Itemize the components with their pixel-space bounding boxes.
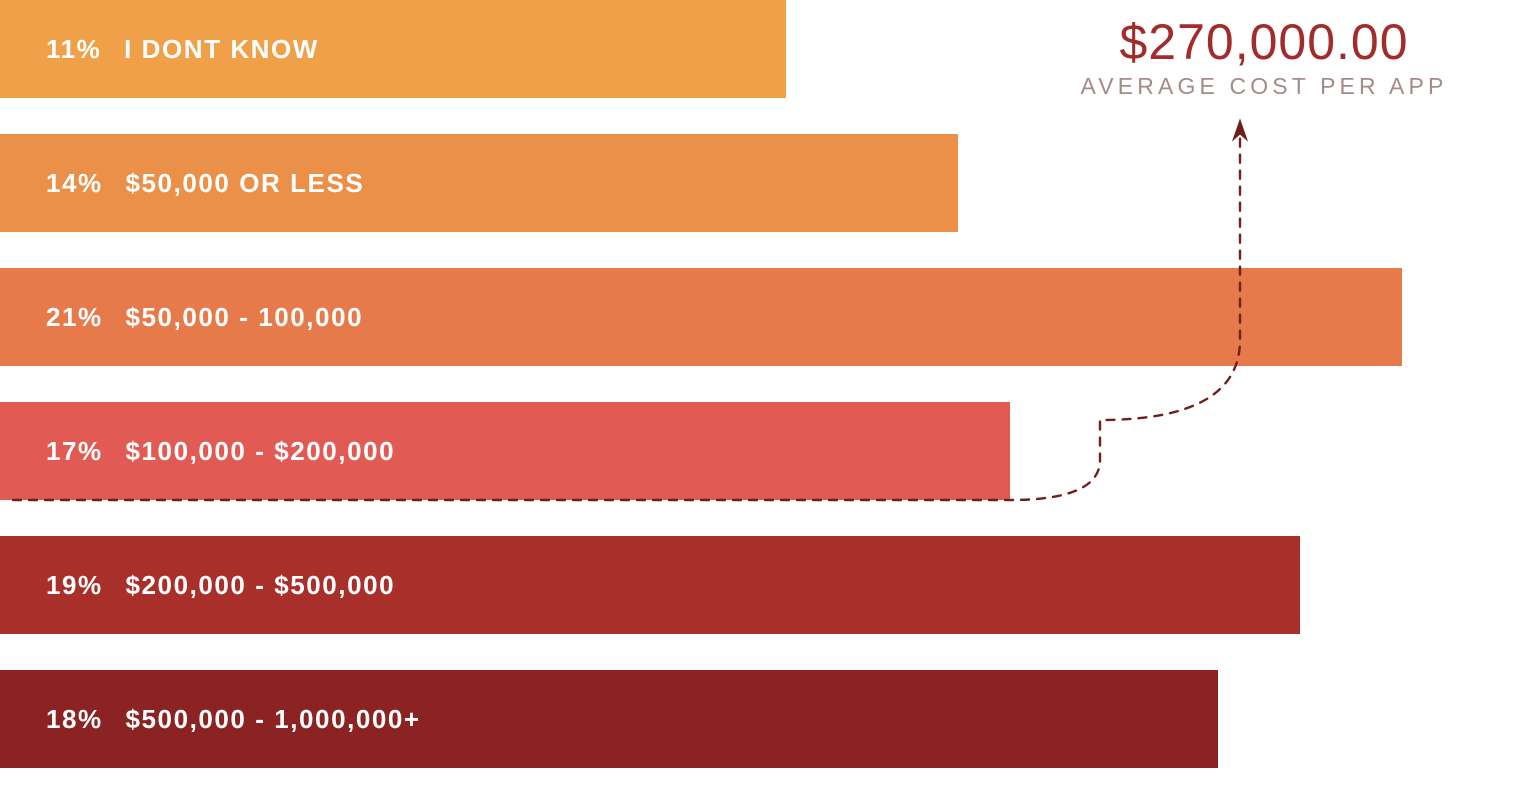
annotation-arrowhead (1233, 120, 1247, 140)
bar-2: 21% $50,000 - 100,000 (0, 268, 1402, 366)
bar-5-pct: 18% (46, 704, 103, 734)
avg-cost-amount: $270,000.00 (1024, 13, 1504, 71)
bar-1-pct: 14% (46, 168, 103, 198)
avg-cost-subtitle: AVERAGE COST PER APP (1024, 73, 1504, 100)
bar-1-label: 14% $50,000 OR LESS (0, 168, 364, 199)
bar-3-label: 17% $100,000 - $200,000 (0, 436, 395, 467)
bar-1: 14% $50,000 OR LESS (0, 134, 958, 232)
bar-4-text: $200,000 - $500,000 (126, 570, 396, 600)
bar-2-label: 21% $50,000 - 100,000 (0, 302, 363, 333)
bar-3-text: $100,000 - $200,000 (126, 436, 396, 466)
bar-4-label: 19% $200,000 - $500,000 (0, 570, 395, 601)
cost-bar-chart: 11% I DONT KNOW 14% $50,000 OR LESS 21% … (0, 0, 1540, 799)
bar-0: 11% I DONT KNOW (0, 0, 786, 98)
avg-cost-callout: $270,000.00 AVERAGE COST PER APP (1024, 13, 1504, 100)
bar-0-pct: 11% (46, 34, 101, 64)
bar-3-pct: 17% (46, 436, 103, 466)
bar-1-text: $50,000 OR LESS (126, 168, 365, 198)
bar-0-label: 11% I DONT KNOW (0, 34, 319, 65)
bar-4-pct: 19% (46, 570, 103, 600)
bar-2-text: $50,000 - 100,000 (126, 302, 364, 332)
bar-5-text: $500,000 - 1,000,000+ (126, 704, 421, 734)
bar-3: 17% $100,000 - $200,000 (0, 402, 1010, 500)
bar-5-label: 18% $500,000 - 1,000,000+ (0, 704, 421, 735)
bar-0-text: I DONT KNOW (124, 34, 319, 64)
bar-5: 18% $500,000 - 1,000,000+ (0, 670, 1218, 768)
bar-4: 19% $200,000 - $500,000 (0, 536, 1300, 634)
bar-2-pct: 21% (46, 302, 103, 332)
